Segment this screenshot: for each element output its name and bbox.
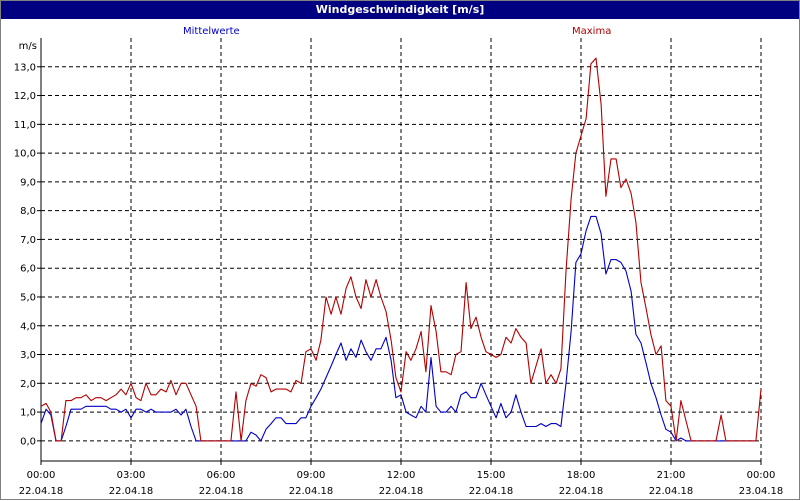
y-tick-label: 9,0 xyxy=(20,177,36,188)
x-tick-date-label: 22.04.18 xyxy=(289,486,334,497)
y-tick-label: 7,0 xyxy=(20,235,36,246)
x-tick-time-label: 00:00 xyxy=(747,470,776,481)
x-tick-date-label: 22.04.18 xyxy=(379,486,424,497)
x-tick-date-label: 22.04.18 xyxy=(109,486,154,497)
y-tick-label: 11,0 xyxy=(14,120,36,131)
x-tick-time-label: 06:00 xyxy=(207,470,236,481)
x-tick-date-label: 23.04.18 xyxy=(739,486,784,497)
y-tick-label: 10,0 xyxy=(14,149,36,160)
y-tick-label: 8,0 xyxy=(20,206,36,217)
y-tick-label: 2,0 xyxy=(20,379,36,390)
x-tick-time-label: 18:00 xyxy=(567,470,596,481)
y-tick-label: 1,0 xyxy=(20,408,36,419)
series-line-mittelwerte xyxy=(40,215,756,442)
x-tick-time-label: 00:00 xyxy=(27,470,56,481)
y-axis-label: m/s xyxy=(19,41,37,52)
series-line-maxima xyxy=(40,57,762,442)
y-tick-label: 13,0 xyxy=(14,62,36,73)
x-tick-time-label: 21:00 xyxy=(657,470,686,481)
legend-maxima: Maxima xyxy=(572,26,612,37)
x-tick-time-label: 03:00 xyxy=(117,470,146,481)
x-tick-time-label: 12:00 xyxy=(387,470,416,481)
y-tick-label: 0,0 xyxy=(20,436,36,447)
y-tick-label: 5,0 xyxy=(20,292,36,303)
x-tick-time-label: 09:00 xyxy=(297,470,326,481)
chart-title: Windgeschwindigkeit [m/s] xyxy=(1,1,799,19)
y-tick-label: 6,0 xyxy=(20,264,36,275)
x-tick-date-label: 22.04.18 xyxy=(649,486,694,497)
legend-mittelwerte: Mittelwerte xyxy=(183,26,240,37)
x-tick-date-label: 22.04.18 xyxy=(199,486,244,497)
x-tick-date-label: 22.04.18 xyxy=(19,486,64,497)
x-tick-time-label: 15:00 xyxy=(477,470,506,481)
y-tick-label: 12,0 xyxy=(14,91,36,102)
x-tick-date-label: 22.04.18 xyxy=(469,486,514,497)
y-tick-label: 4,0 xyxy=(20,321,36,332)
x-tick-date-label: 22.04.18 xyxy=(559,486,604,497)
y-tick-label: 3,0 xyxy=(20,350,36,361)
